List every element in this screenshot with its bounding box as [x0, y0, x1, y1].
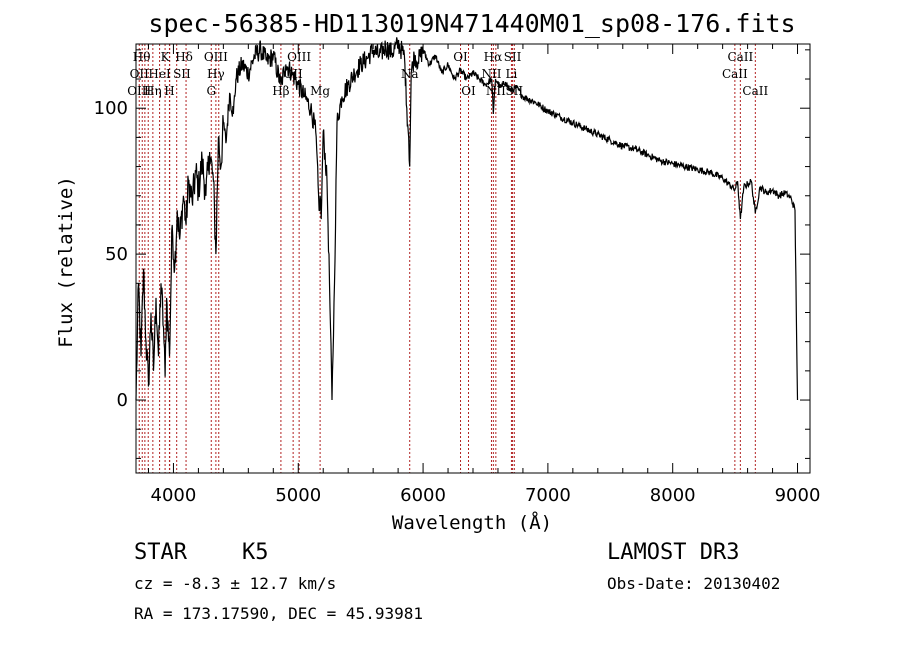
line-label-15: NII	[481, 67, 501, 81]
x-tick-label-7000: 7000	[525, 485, 571, 506]
line-label-20: H	[164, 84, 174, 98]
line-label-5: OI	[453, 50, 468, 64]
x-tick-label-9000: 9000	[775, 485, 821, 506]
line-label-10: HeI	[148, 67, 171, 81]
line-label-18: OIII	[127, 84, 151, 98]
redshift-value: cz = -8.3 ± 12.7 km/s	[134, 574, 337, 593]
line-label-6: Hα	[484, 50, 503, 64]
object-subclass: K5	[242, 540, 269, 565]
x-tick-label-6000: 6000	[400, 485, 446, 506]
line-label-24: OI	[461, 84, 476, 98]
line-label-23: Mg	[310, 84, 330, 98]
object-class: STAR	[134, 540, 187, 565]
x-tick-label-4000: 4000	[151, 485, 197, 506]
line-label-2: Hδ	[175, 50, 193, 64]
line-label-27: CaII	[742, 84, 768, 98]
line-label-16: Li	[506, 67, 518, 81]
axis-ticks	[136, 44, 810, 473]
y-tick-label-100: 100	[94, 98, 128, 119]
line-label-9: OII	[130, 67, 150, 81]
line-label-25: NII	[486, 84, 506, 98]
spectral-line-markers	[138, 44, 756, 473]
x-tick-label-5000: 5000	[275, 485, 321, 506]
line-label-17: CaII	[722, 67, 748, 81]
line-label-26: SII	[505, 84, 523, 98]
line-label-19: Hη	[144, 84, 162, 98]
plot-frame	[135, 43, 811, 474]
y-tick-label-0: 0	[117, 390, 128, 411]
line-label-12: Hγ	[207, 67, 225, 81]
line-label-22: Hβ	[272, 84, 289, 98]
line-label-4: OIII	[287, 50, 311, 64]
line-label-7: SII	[504, 50, 522, 64]
y-axis-label: Flux (relative)	[55, 176, 77, 348]
y-tick-label-50: 50	[105, 244, 128, 265]
spectrum-flux-line	[135, 37, 799, 401]
axis-tick-labels: 4000 5000 6000 7000 8000 9000 0 50 100	[94, 98, 821, 506]
line-label-1: K	[161, 50, 171, 64]
line-label-13: OII	[283, 67, 303, 81]
chart-title: spec-56385-HD113019N471440M01_sp08-176.f…	[148, 9, 795, 38]
line-label-0: Hθ	[133, 50, 151, 64]
survey-name: LAMOST DR3	[607, 540, 740, 565]
observation-date: Obs-Date: 20130402	[607, 574, 781, 593]
x-tick-label-8000: 8000	[650, 485, 696, 506]
line-label-11: SII	[173, 67, 191, 81]
line-label-8: CaII	[727, 50, 753, 64]
line-label-14: Na	[401, 67, 419, 81]
line-label-21: G	[206, 84, 216, 98]
x-axis-label: Wavelength (Å)	[392, 511, 552, 534]
line-label-3: OIII	[204, 50, 228, 64]
coordinates: RA = 173.17590, DEC = 45.93981	[134, 604, 423, 623]
